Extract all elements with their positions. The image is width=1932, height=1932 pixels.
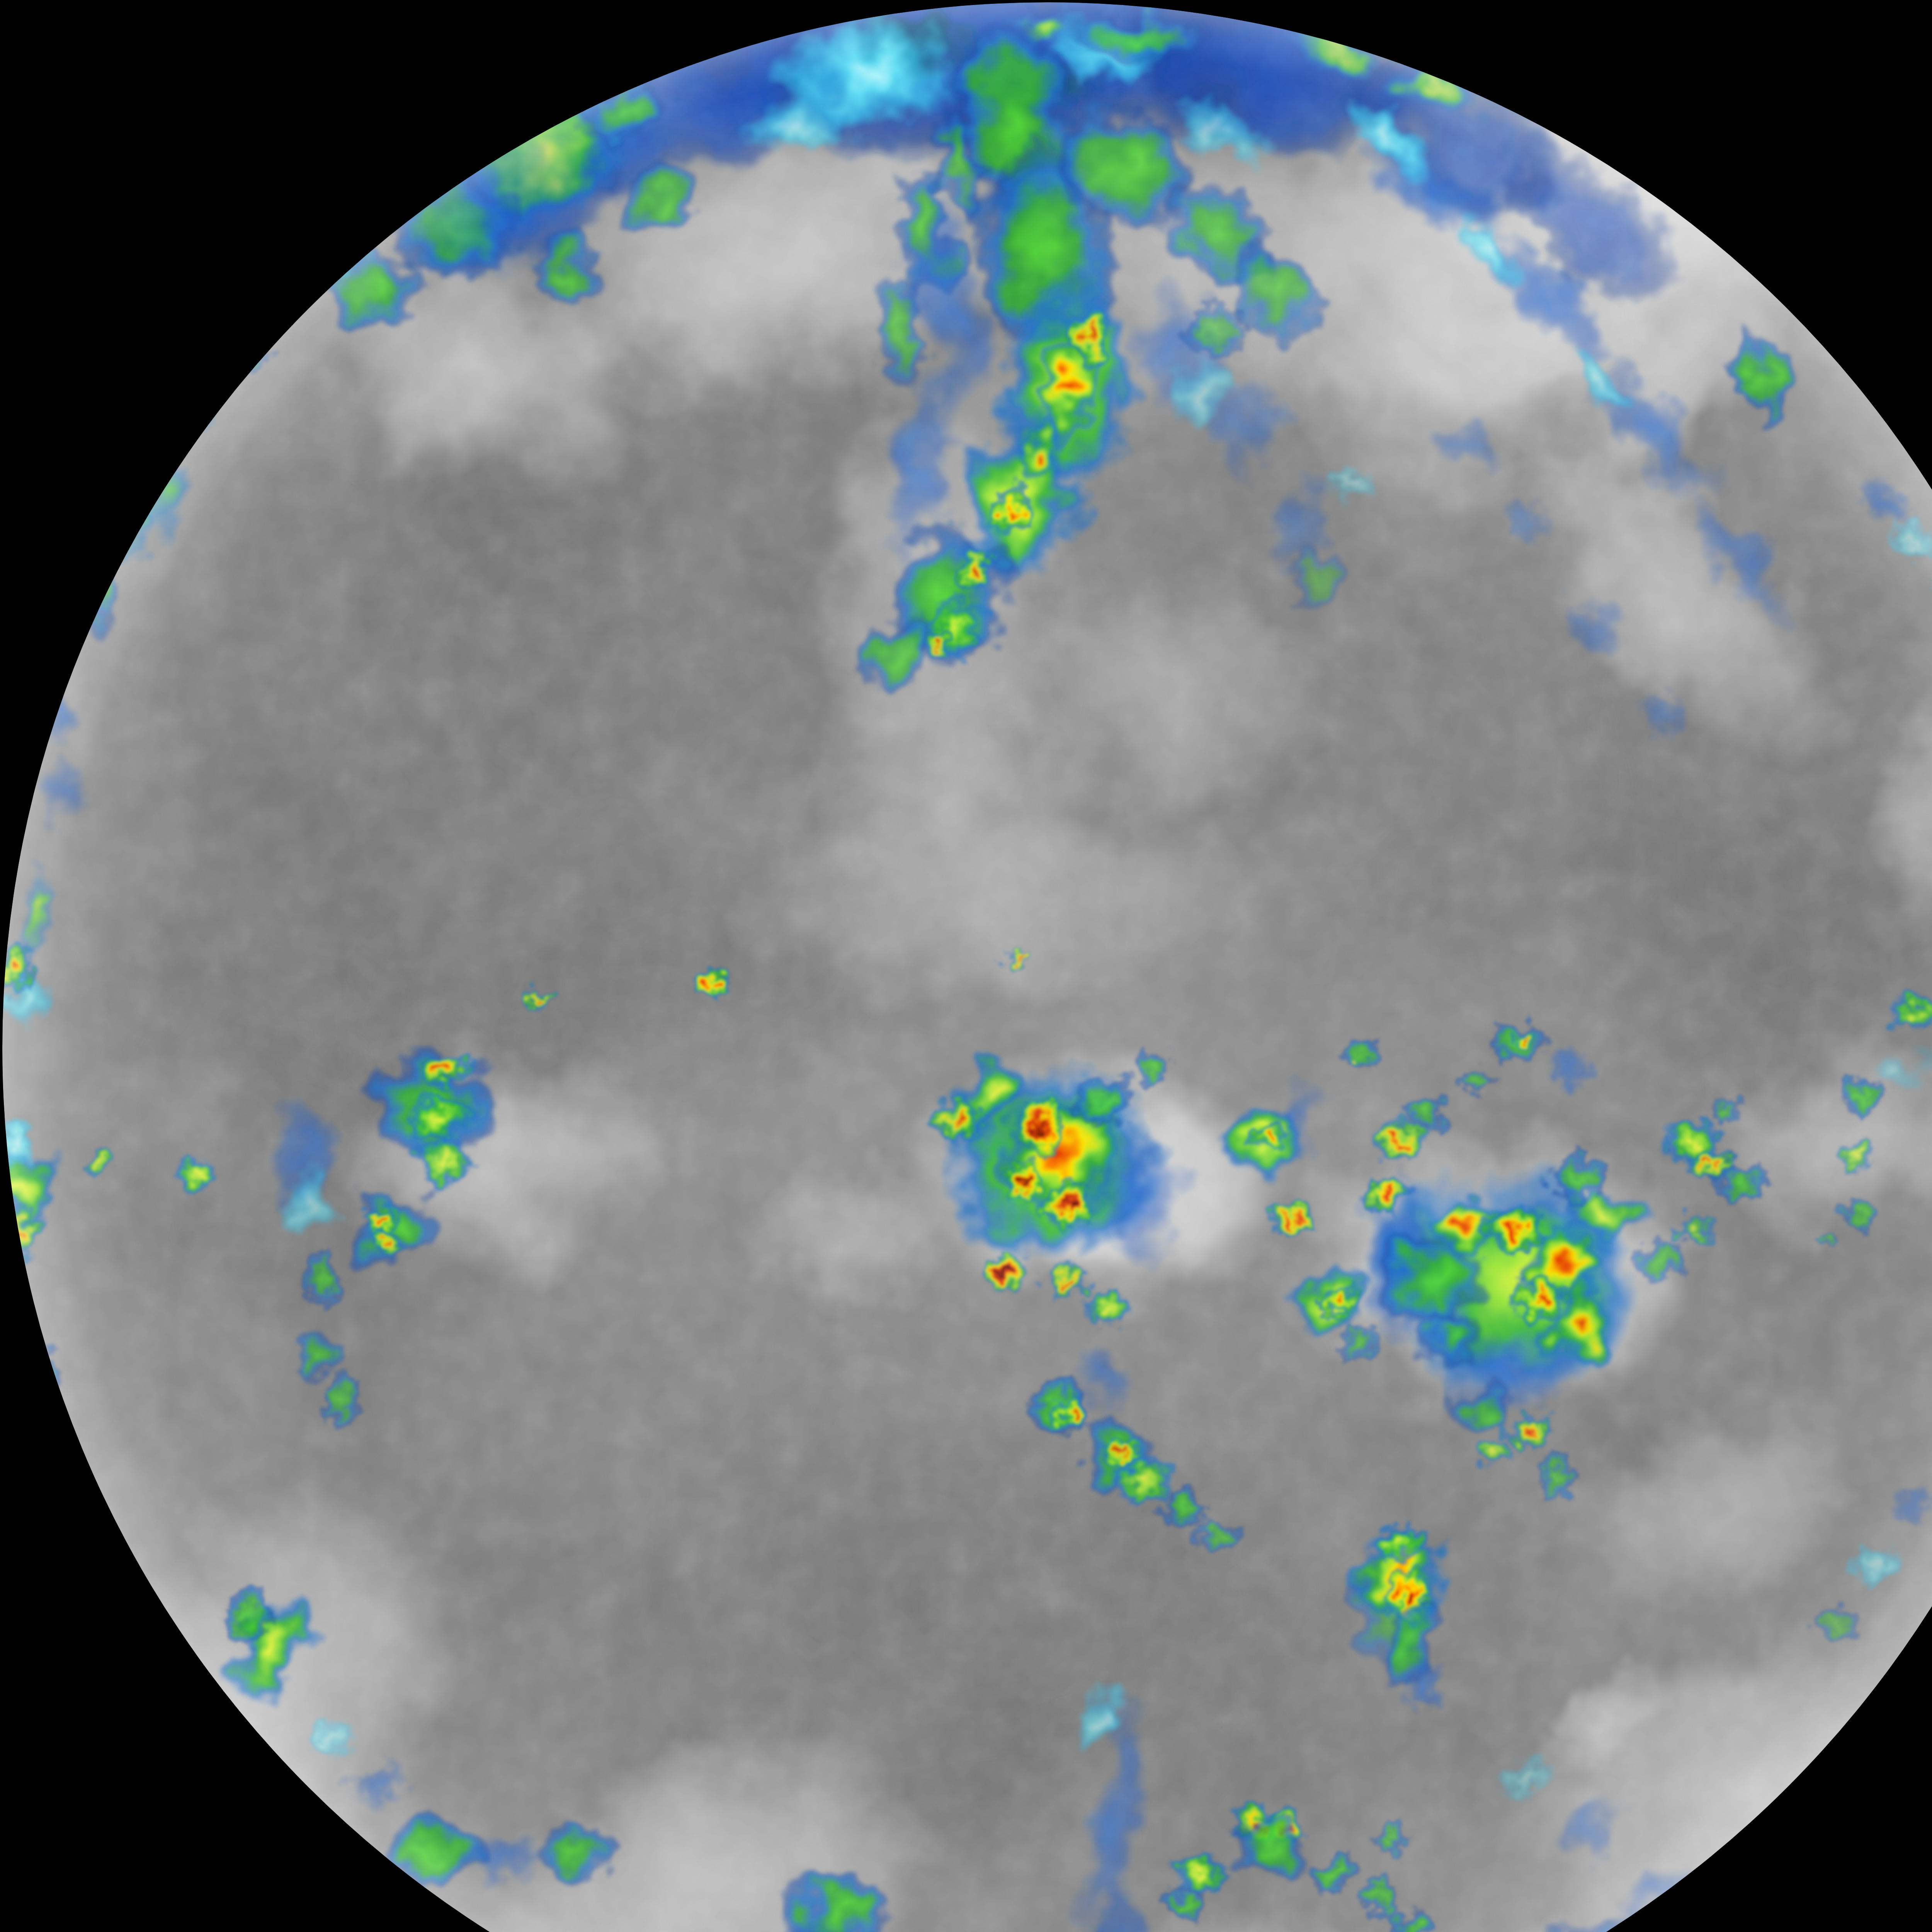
earth-fulldisk-satellite-image (0, 0, 1932, 1932)
space-background (0, 0, 1932, 1932)
